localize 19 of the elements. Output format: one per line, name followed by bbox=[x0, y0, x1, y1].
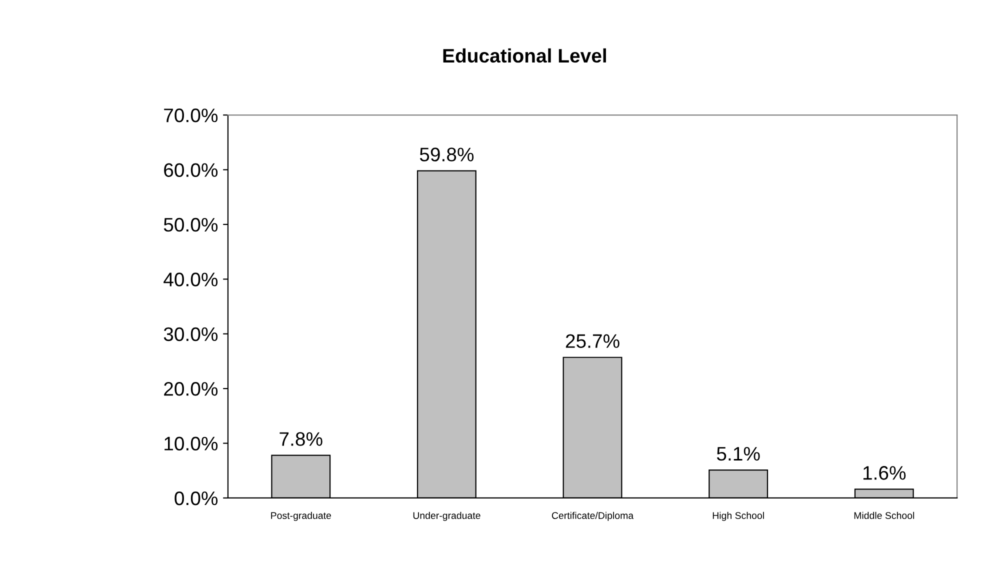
x-tick-label: High School bbox=[712, 512, 764, 521]
y-tick-label: 0.0% bbox=[174, 491, 218, 506]
data-label: 7.8% bbox=[280, 432, 322, 446]
y-tick-label: 40.0% bbox=[164, 272, 218, 286]
y-tick-label: 60.0% bbox=[164, 163, 218, 177]
y-tick-label: 50.0% bbox=[164, 218, 218, 232]
data-label: 5.1% bbox=[716, 446, 760, 461]
chart-title: Educational Level bbox=[443, 48, 606, 63]
x-tick-label: Certificate/Diploma bbox=[552, 512, 634, 521]
data-label: 59.8% bbox=[420, 148, 474, 162]
x-tick-label: Under-graduate bbox=[413, 512, 480, 521]
data-label: 1.6% bbox=[863, 466, 906, 480]
y-tick-label: 20.0% bbox=[164, 382, 218, 396]
x-tick-label: Middle School bbox=[854, 512, 914, 520]
y-tick-label: 70.0% bbox=[164, 108, 218, 122]
data-label: 25.7% bbox=[566, 334, 620, 348]
y-tick-label: 10.0% bbox=[164, 436, 218, 451]
y-tick-label: 30.0% bbox=[164, 327, 218, 342]
x-tick-label: Post-graduate bbox=[271, 512, 331, 521]
